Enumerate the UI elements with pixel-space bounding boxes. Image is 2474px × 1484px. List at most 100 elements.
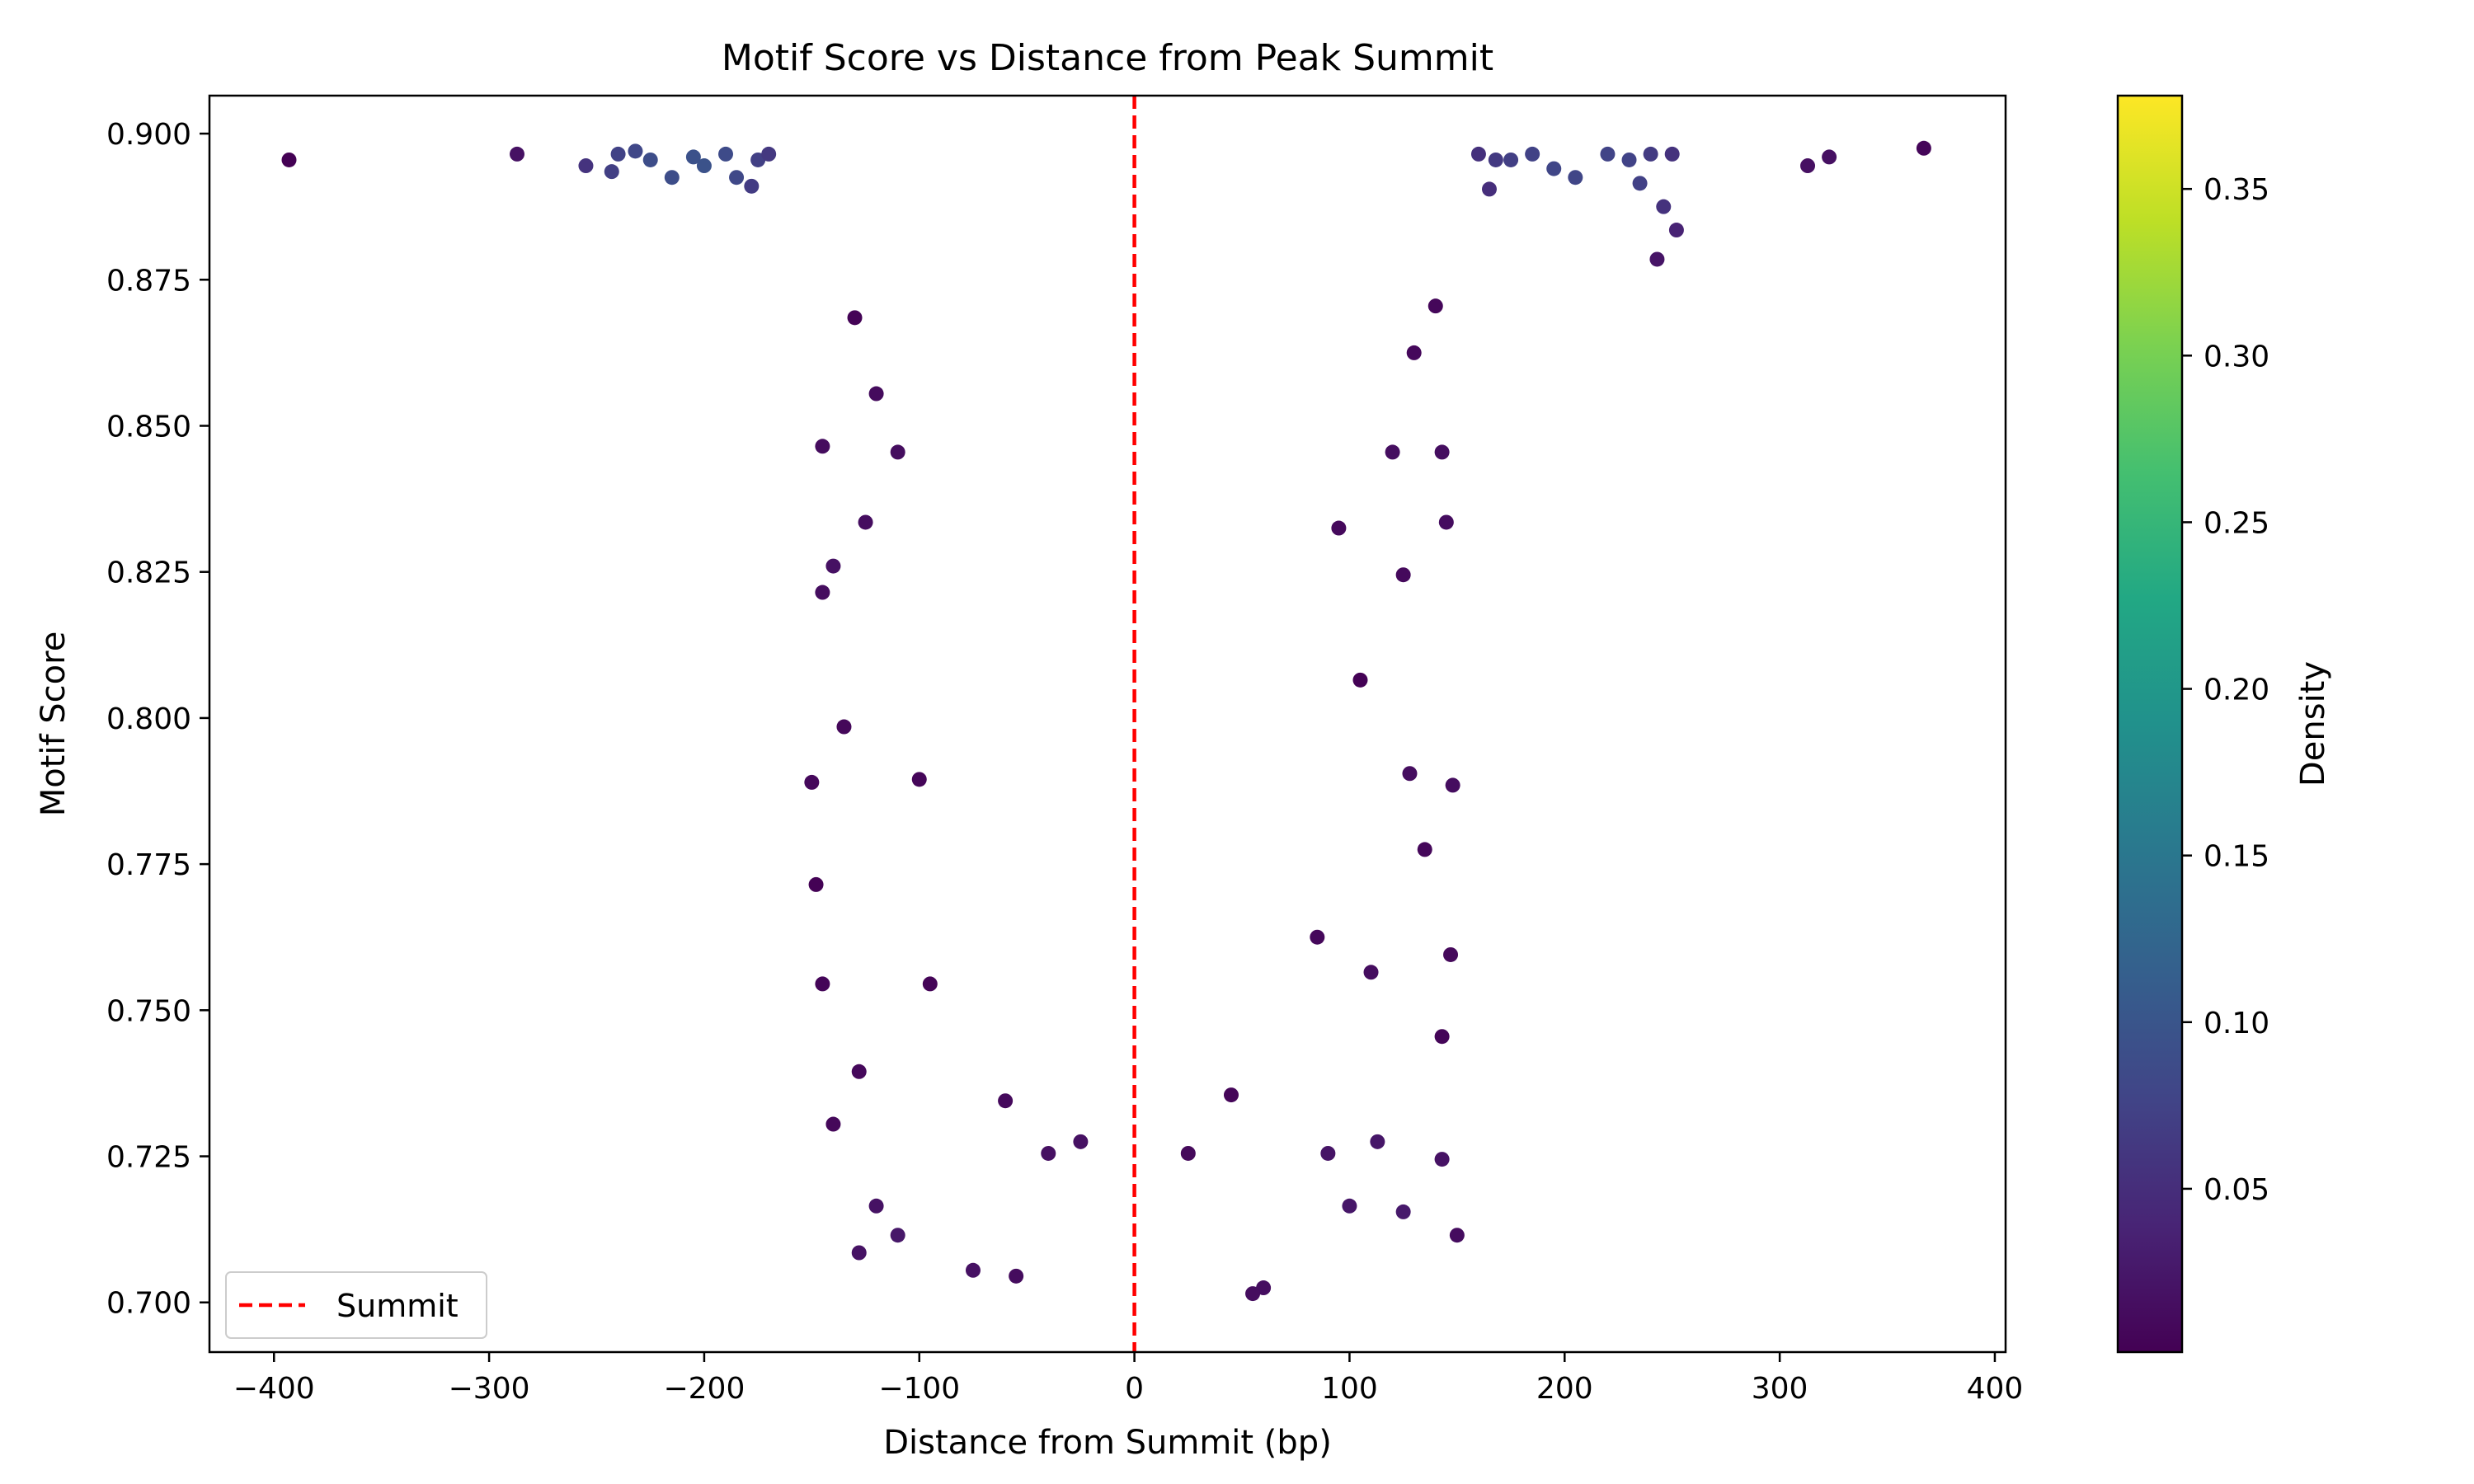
data-point	[1434, 444, 1450, 460]
data-point	[815, 439, 830, 454]
data-point	[1395, 1204, 1411, 1219]
data-point	[1438, 514, 1454, 530]
data-point	[1656, 199, 1672, 214]
data-point	[1800, 158, 1816, 174]
data-point	[1568, 170, 1583, 186]
y-tick-label: 0.775	[106, 848, 191, 882]
data-point	[847, 310, 863, 326]
data-point	[1916, 140, 1931, 156]
plot-area	[208, 94, 2007, 1354]
data-point	[1363, 965, 1379, 980]
data-point	[1342, 1198, 1357, 1214]
data-point	[1434, 1152, 1450, 1167]
colorbar-tick-label: 0.20	[2204, 674, 2269, 707]
data-point	[1600, 146, 1616, 162]
y-tick-label: 0.725	[106, 1141, 191, 1175]
data-point	[761, 146, 777, 162]
data-point	[1009, 1268, 1024, 1284]
data-point	[1525, 146, 1540, 162]
data-point	[1406, 345, 1422, 360]
legend: Summit	[225, 1271, 487, 1339]
data-point	[1643, 146, 1658, 162]
data-point	[1621, 152, 1637, 167]
legend-box	[225, 1271, 487, 1339]
x-axis-label: Distance from Summit (bp)	[883, 1424, 1332, 1462]
data-point	[851, 1064, 867, 1079]
data-point	[1443, 946, 1459, 962]
colorbar-label: Density	[2294, 661, 2332, 787]
colorbar: 0.05 0.10 0.15 0.20 0.25 0.30 0.35 Density	[2116, 94, 2332, 1354]
data-point	[808, 876, 824, 892]
x-axis-ticks: −400 −300 −200 −100 0 100 200 300 400	[233, 1352, 2024, 1406]
x-tick-label: 0	[1125, 1372, 1144, 1406]
x-tick-label: 400	[1967, 1372, 2024, 1406]
y-tick-label: 0.800	[106, 702, 191, 736]
y-axis-label: Motif Score	[35, 632, 73, 817]
data-point	[578, 158, 594, 174]
data-point	[1245, 1286, 1261, 1302]
data-point	[1445, 777, 1460, 793]
data-point	[664, 170, 680, 186]
data-point	[1664, 146, 1680, 162]
data-point	[1632, 176, 1648, 191]
data-point	[815, 976, 830, 992]
data-point	[1370, 1134, 1385, 1149]
data-point	[1385, 444, 1400, 460]
colorbar-tick-label: 0.30	[2204, 340, 2269, 373]
data-point	[744, 178, 760, 194]
x-tick-label: −100	[878, 1372, 960, 1406]
data-point	[1488, 152, 1503, 167]
data-point	[1223, 1087, 1239, 1103]
data-point	[1546, 161, 1562, 176]
data-point	[890, 1228, 905, 1243]
scatter-points	[281, 140, 1931, 1302]
data-point	[281, 152, 297, 167]
data-point	[1402, 766, 1418, 782]
y-tick-label: 0.875	[106, 264, 191, 298]
data-point	[868, 386, 884, 402]
y-tick-label: 0.900	[106, 118, 191, 152]
data-point	[1041, 1145, 1056, 1161]
y-tick-label: 0.750	[106, 994, 191, 1028]
data-point	[815, 585, 830, 600]
data-point	[1073, 1134, 1089, 1149]
data-point	[1822, 149, 1837, 165]
data-point	[1331, 520, 1347, 536]
x-tick-label: 300	[1752, 1372, 1808, 1406]
data-point	[851, 1245, 867, 1261]
legend-summit-label: Summit	[336, 1288, 459, 1324]
data-point	[642, 152, 658, 167]
data-point	[1180, 1145, 1196, 1161]
data-point	[825, 1116, 841, 1132]
colorbar-tick-label: 0.25	[2204, 506, 2269, 540]
data-point	[610, 146, 626, 162]
colorbar-tick-label: 0.15	[2204, 840, 2269, 874]
y-tick-label: 0.700	[106, 1287, 191, 1321]
data-point	[1649, 251, 1665, 267]
data-point	[804, 774, 820, 790]
data-point	[628, 143, 643, 159]
data-point	[890, 444, 905, 460]
x-tick-label: 100	[1321, 1372, 1378, 1406]
data-point	[1668, 223, 1684, 238]
chart-title: Motif Score vs Distance from Peak Summit	[722, 37, 1493, 79]
data-point	[696, 158, 712, 174]
data-point	[1427, 298, 1443, 314]
colorbar-tick-label: 0.05	[2204, 1173, 2269, 1207]
y-tick-label: 0.825	[106, 556, 191, 590]
data-point	[1352, 672, 1368, 688]
data-point	[509, 146, 524, 162]
colorbar-gradient	[2116, 94, 2184, 1354]
plot-frame	[208, 94, 2007, 1354]
data-point	[911, 772, 927, 787]
x-tick-label: −400	[233, 1372, 315, 1406]
x-tick-label: 200	[1536, 1372, 1593, 1406]
data-point	[1503, 152, 1519, 167]
colorbar-tick-label: 0.35	[2204, 173, 2269, 207]
data-point	[1320, 1145, 1336, 1161]
data-point	[922, 976, 938, 992]
data-point	[729, 170, 745, 186]
data-point	[1470, 146, 1486, 162]
x-tick-label: −200	[663, 1372, 745, 1406]
